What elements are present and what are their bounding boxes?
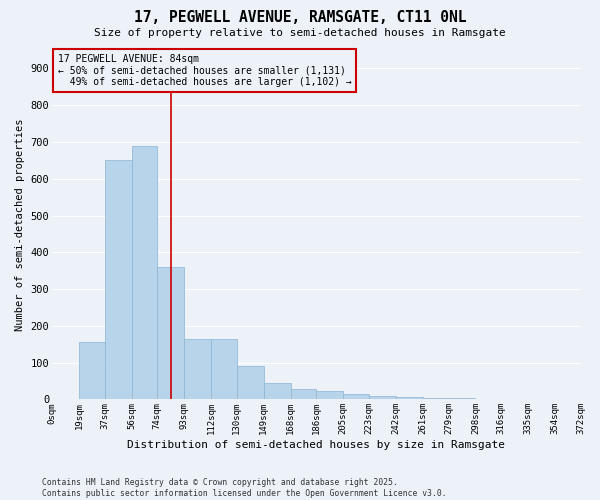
Bar bbox=[475, 398, 501, 400]
Text: 17 PEGWELL AVENUE: 84sqm
← 50% of semi-detached houses are smaller (1,131)
  49%: 17 PEGWELL AVENUE: 84sqm ← 50% of semi-d… bbox=[58, 54, 352, 87]
Bar bbox=[157, 267, 184, 400]
Bar bbox=[448, 398, 475, 400]
Text: Size of property relative to semi-detached houses in Ramsgate: Size of property relative to semi-detach… bbox=[94, 28, 506, 38]
Text: 17, PEGWELL AVENUE, RAMSGATE, CT11 0NL: 17, PEGWELL AVENUE, RAMSGATE, CT11 0NL bbox=[134, 10, 466, 25]
Bar bbox=[423, 398, 448, 400]
Text: Contains HM Land Registry data © Crown copyright and database right 2025.
Contai: Contains HM Land Registry data © Crown c… bbox=[42, 478, 446, 498]
Bar bbox=[396, 397, 423, 400]
Bar bbox=[369, 396, 396, 400]
X-axis label: Distribution of semi-detached houses by size in Ramsgate: Distribution of semi-detached houses by … bbox=[127, 440, 505, 450]
Bar bbox=[79, 342, 104, 400]
Bar bbox=[131, 146, 157, 400]
Bar bbox=[237, 366, 264, 400]
Bar bbox=[291, 389, 316, 400]
Bar bbox=[343, 394, 369, 400]
Bar bbox=[316, 392, 343, 400]
Bar bbox=[264, 383, 291, 400]
Y-axis label: Number of semi-detached properties: Number of semi-detached properties bbox=[15, 118, 25, 331]
Bar bbox=[211, 338, 237, 400]
Bar bbox=[184, 338, 211, 400]
Bar bbox=[104, 160, 131, 400]
Bar bbox=[52, 398, 79, 400]
